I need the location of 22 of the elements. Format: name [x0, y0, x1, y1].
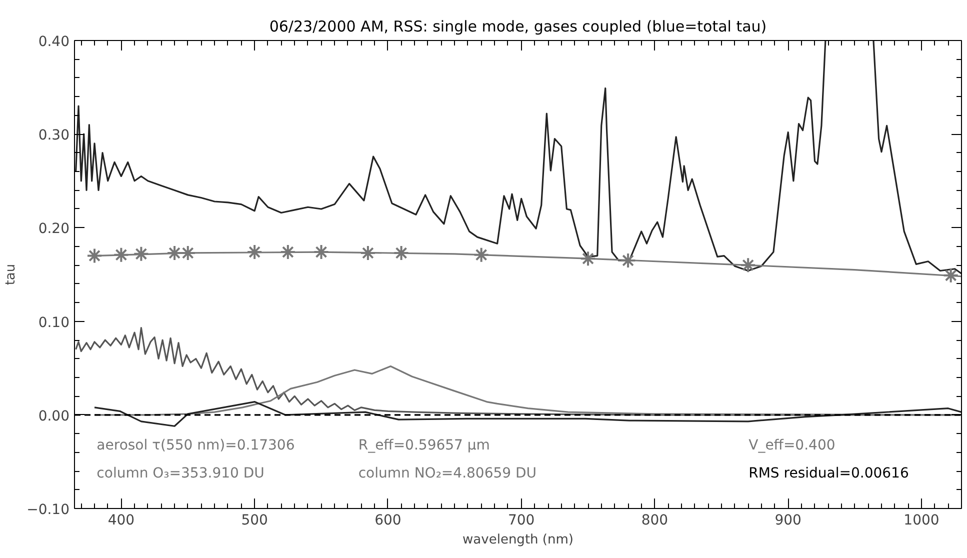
y-tick-label: 0.40 — [38, 34, 70, 50]
x-axis-title: wavelength (nm) — [462, 532, 574, 548]
annotation: aerosol τ(550 nm)=0.17306 — [96, 437, 295, 454]
chart-title: 06/23/2000 AM, RSS: single mode, gases coupled (blue=total tau) — [269, 18, 767, 36]
y-axis-title: tau — [4, 264, 19, 286]
y-tick-label: 0.00 — [38, 408, 70, 424]
x-tick-label: 700 — [508, 512, 535, 528]
annotation: R_eff=0.59657 μm — [358, 437, 490, 454]
x-tick-label: 1000 — [904, 512, 940, 528]
x-tick-label: 600 — [374, 512, 402, 528]
annotation: column O₃=353.910 DU — [96, 465, 264, 482]
y-tick-label: 0.30 — [38, 128, 70, 144]
annotation: V_eff=0.400 — [748, 437, 836, 454]
annotation: column NO₂=4.80659 DU — [358, 465, 537, 482]
y-tick-label: 0.10 — [38, 314, 70, 331]
x-tick-label: 500 — [241, 512, 268, 528]
x-tick-label: 800 — [641, 512, 668, 528]
x-tick-label: 400 — [108, 512, 135, 528]
annotation: RMS residual=0.00616 — [748, 465, 909, 482]
x-tick-label: 900 — [774, 512, 802, 528]
y-tick-label: 0.20 — [38, 221, 70, 238]
y-tick-label: −0.10 — [26, 502, 70, 518]
